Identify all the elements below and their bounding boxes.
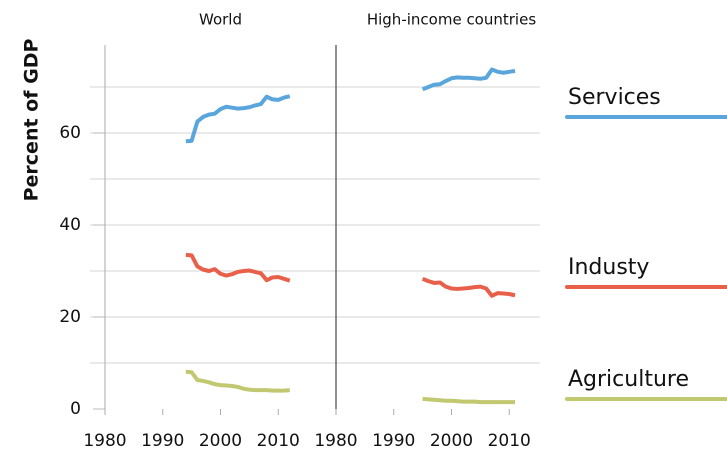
legend-label: Agriculture (568, 367, 689, 392)
y-tick-label: 40 (59, 215, 81, 235)
panel-title: High-income countries (367, 11, 536, 29)
data-line (185, 252, 291, 283)
x-tick-label: 2010 (257, 431, 300, 451)
x-tick-label: 2010 (488, 431, 531, 451)
legend-label: Services (568, 85, 661, 110)
data-line (185, 94, 291, 144)
y-axis-label: Percent of GDP (21, 39, 43, 202)
x-tick-label: 1980 (314, 431, 357, 451)
data-line (185, 369, 290, 393)
data-line (422, 396, 516, 405)
panel-title: World (199, 11, 242, 29)
data-line (421, 276, 516, 298)
y-tick-label: 20 (59, 307, 81, 327)
y-tick-label: 60 (59, 123, 81, 143)
x-tick-label: 1980 (83, 431, 126, 451)
legend-label: Industy (568, 255, 649, 280)
x-tick-label: 1990 (141, 431, 184, 451)
x-tick-label: 1990 (372, 431, 415, 451)
y-tick-label: 0 (70, 399, 81, 419)
x-tick-label: 2000 (430, 431, 473, 451)
x-tick-label: 2000 (199, 431, 242, 451)
data-line (421, 67, 516, 92)
